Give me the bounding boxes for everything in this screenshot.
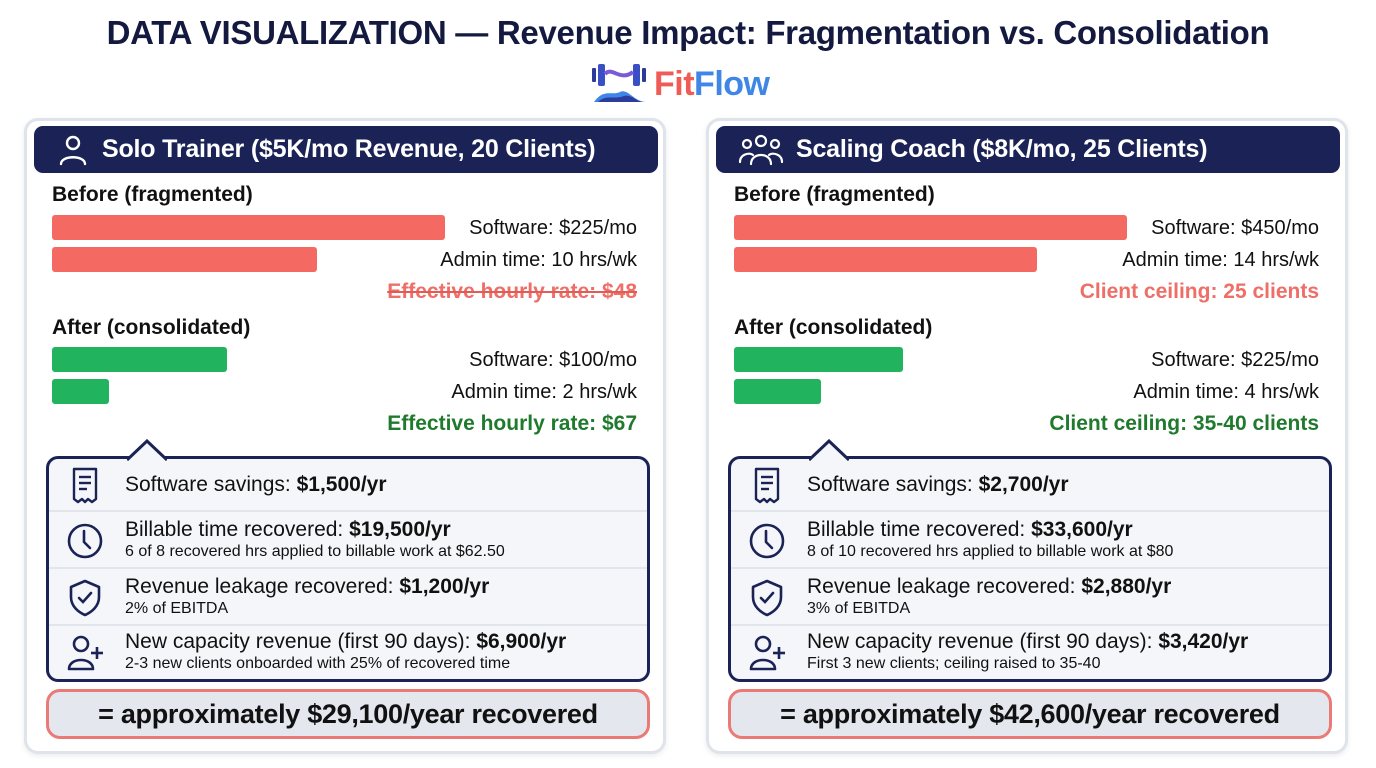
benefit-subtext: 3% of EBITDA	[807, 600, 911, 617]
before-outcome: Effective hourly rate: $48	[387, 280, 637, 303]
benefit-label: Revenue leakage recovered:	[125, 575, 400, 598]
before-admin-value: Admin time: 14 hrs/wk	[1122, 249, 1319, 271]
receipt-icon	[754, 467, 780, 504]
benefit-label: Billable time recovered:	[807, 518, 1032, 541]
panel-title: Solo Trainer ($5K/mo Revenue, 20 Clients…	[102, 135, 596, 163]
after-software-bar	[52, 347, 227, 372]
benefit-text: Revenue leakage recovered: $1,200/yr	[125, 575, 489, 599]
after-outcome: Effective hourly rate: $67	[387, 412, 637, 435]
benefit-text: Billable time recovered: $33,600/yr	[807, 518, 1133, 542]
shield-check-icon	[69, 579, 101, 617]
logo-flow: Flow	[694, 64, 770, 103]
logo-wordmark: FitFlow	[654, 64, 770, 104]
clock-icon	[67, 523, 103, 559]
benefit-subtext: First 3 new clients; ceiling raised to 3…	[807, 655, 1101, 672]
benefit-text: Billable time recovered: $19,500/yr	[125, 518, 451, 542]
shield-check-icon	[751, 579, 783, 617]
before-admin-bar	[52, 247, 317, 272]
benefit-subtext: 2-3 new clients onboarded with 25% of re…	[125, 655, 511, 672]
benefit-value: $1,500/yr	[296, 473, 387, 496]
benefit-row: Revenue leakage recovered: $2,880/yr 3% …	[731, 569, 1329, 626]
before-outcome: Client ceiling: 25 clients	[1079, 280, 1319, 303]
benefit-subtext: 6 of 8 recovered hrs applied to billable…	[125, 543, 505, 560]
before-label: Before (fragmented)	[52, 183, 253, 206]
benefit-value: $33,600/yr	[1031, 518, 1133, 541]
before-software-value: Software: $225/mo	[469, 217, 637, 239]
logo-fit: Fit	[654, 64, 695, 103]
dumbbell-wave-logo-icon	[592, 64, 646, 102]
benefit-text: New capacity revenue (first 90 days): $3…	[807, 630, 1248, 654]
group-icon	[738, 134, 784, 165]
after-admin-bar	[52, 379, 110, 404]
before-label: Before (fragmented)	[734, 183, 935, 206]
after-outcome: Client ceiling: 35-40 clients	[1049, 412, 1319, 435]
page-title: DATA VISUALIZATION — Revenue Impact: Fra…	[106, 14, 1270, 51]
benefit-value: $2,700/yr	[978, 473, 1069, 496]
add-user-icon	[67, 635, 103, 671]
benefit-row: Software savings: $1,500/yr	[49, 459, 647, 512]
benefit-text: Software savings: $1,500/yr	[125, 473, 387, 497]
after-software-value: Software: $100/mo	[469, 349, 637, 371]
benefit-value: $6,900/yr	[476, 630, 567, 653]
after-software-value: Software: $225/mo	[1151, 349, 1319, 371]
benefits-callout: Software savings: $2,700/yr Billable tim…	[728, 439, 1332, 682]
person-icon	[59, 135, 87, 165]
benefits-callout: Software savings: $1,500/yr Billable tim…	[46, 439, 650, 682]
panel-header: Scaling Coach ($8K/mo, 25 Clients)	[716, 126, 1340, 173]
benefit-value: $3,420/yr	[1158, 630, 1249, 653]
callout-pointer	[127, 439, 167, 461]
benefit-row: Revenue leakage recovered: $1,200/yr 2% …	[49, 569, 647, 626]
benefit-row: Billable time recovered: $33,600/yr 8 of…	[731, 512, 1329, 569]
panel-header: Solo Trainer ($5K/mo Revenue, 20 Clients…	[34, 126, 658, 173]
benefit-text: Software savings: $2,700/yr	[807, 473, 1069, 497]
benefit-text: New capacity revenue (first 90 days): $6…	[125, 630, 566, 654]
add-user-icon	[749, 635, 785, 671]
benefit-label: Software savings:	[125, 473, 297, 496]
panel-title: Scaling Coach ($8K/mo, 25 Clients)	[796, 135, 1208, 163]
summary-total: = approximately $29,100/year recovered	[46, 689, 650, 739]
benefit-row: New capacity revenue (first 90 days): $3…	[731, 626, 1329, 679]
callout-pointer	[809, 439, 849, 461]
benefit-value: $2,880/yr	[1081, 575, 1172, 598]
clock-icon	[749, 523, 785, 559]
after-label: After (consolidated)	[734, 316, 933, 339]
before-admin-bar	[734, 247, 1037, 272]
after-software-bar	[734, 347, 903, 372]
benefit-label: Billable time recovered:	[125, 518, 350, 541]
benefit-label: New capacity revenue (first 90 days):	[125, 630, 477, 653]
benefit-row: New capacity revenue (first 90 days): $6…	[49, 626, 647, 679]
benefit-value: $1,200/yr	[399, 575, 490, 598]
before-admin-value: Admin time: 10 hrs/wk	[440, 249, 637, 271]
solo-trainer-panel: Solo Trainer ($5K/mo Revenue, 20 Clients…	[24, 118, 666, 754]
receipt-icon	[72, 467, 98, 504]
fitflow-logo: FitFlow	[590, 62, 770, 106]
after-admin-value: Admin time: 4 hrs/wk	[1133, 381, 1319, 403]
benefit-subtext: 8 of 10 recovered hrs applied to billabl…	[807, 543, 1174, 560]
after-admin-value: Admin time: 2 hrs/wk	[451, 381, 637, 403]
benefit-label: New capacity revenue (first 90 days):	[807, 630, 1159, 653]
benefit-label: Software savings:	[807, 473, 979, 496]
before-software-bar	[52, 215, 445, 240]
after-label: After (consolidated)	[52, 316, 251, 339]
benefit-text: Revenue leakage recovered: $2,880/yr	[807, 575, 1171, 599]
benefit-row: Software savings: $2,700/yr	[731, 459, 1329, 512]
benefit-subtext: 2% of EBITDA	[125, 600, 229, 617]
scaling-coach-panel: Scaling Coach ($8K/mo, 25 Clients) Befor…	[706, 118, 1348, 754]
summary-total: = approximately $42,600/year recovered	[728, 689, 1332, 739]
benefit-value: $19,500/yr	[349, 518, 451, 541]
benefit-label: Revenue leakage recovered:	[807, 575, 1082, 598]
before-software-value: Software: $450/mo	[1151, 217, 1319, 239]
before-software-bar	[734, 215, 1127, 240]
benefit-row: Billable time recovered: $19,500/yr 6 of…	[49, 512, 647, 569]
after-admin-bar	[734, 379, 821, 404]
